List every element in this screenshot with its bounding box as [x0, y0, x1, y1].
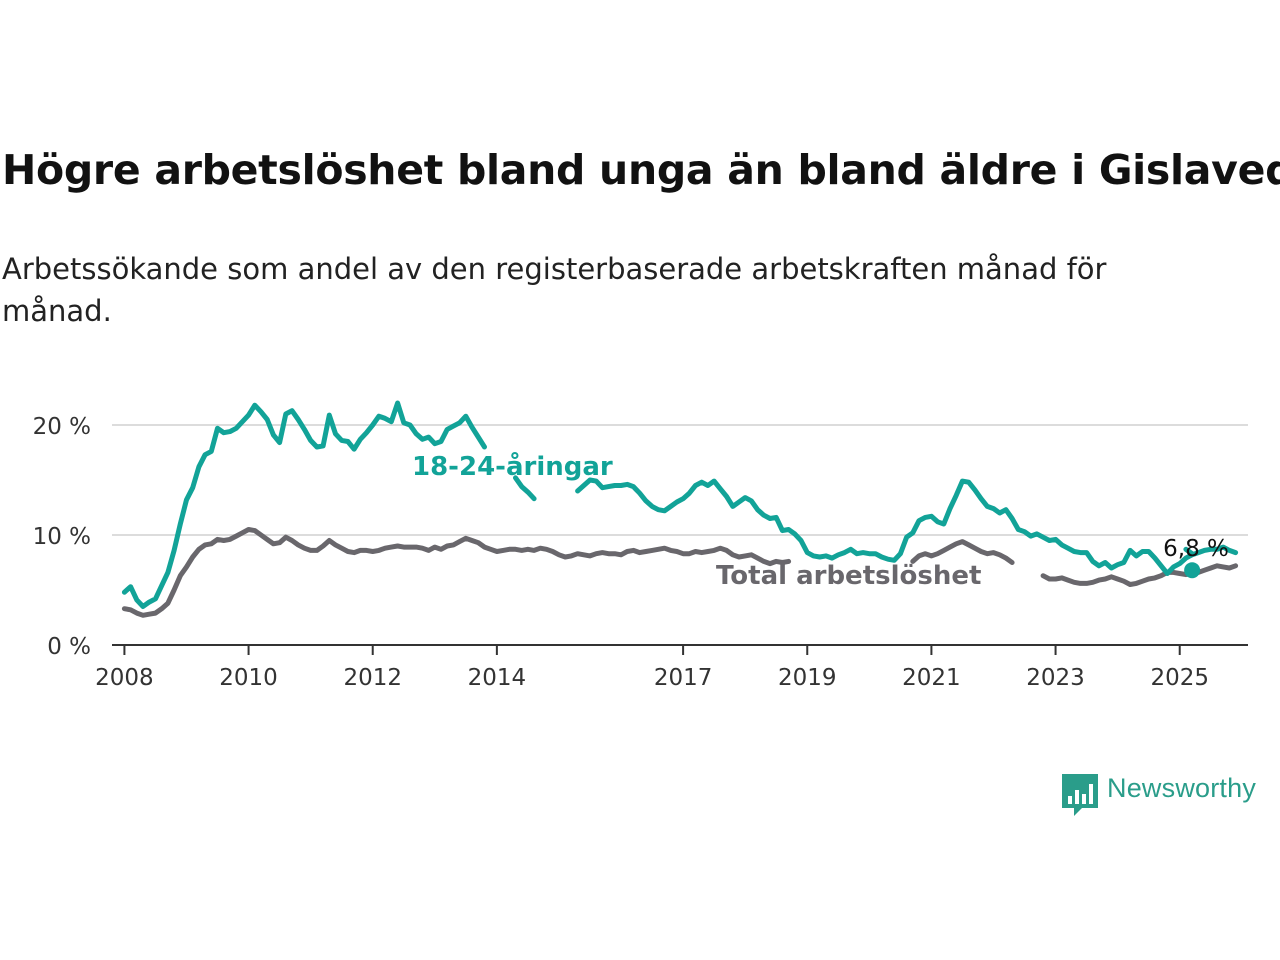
end-value-label: 6,8 % [1163, 536, 1229, 562]
x-tick-label: 2021 [902, 665, 961, 691]
x-tick-label: 2012 [343, 665, 402, 691]
y-tick-label: 20 % [33, 414, 91, 440]
series-lines [121, 400, 1239, 618]
y-axis-tick-labels: 0 % 10 % 20 % [33, 414, 91, 660]
series-label-youth: 18-24-åringar [412, 450, 613, 482]
series-labels: 18-24-åringar Total arbetslöshet 6,8 % [412, 450, 1229, 591]
x-tick-label: 2008 [95, 665, 154, 691]
y-tick-label: 10 % [33, 524, 91, 550]
x-tick-label: 2025 [1150, 665, 1209, 691]
series-line-youth [121, 400, 1239, 609]
chart-title: Högre arbetslöshet bland unga än bland ä… [2, 146, 1280, 194]
end-point-marker [1184, 562, 1201, 579]
x-axis-ticks: 2008 2010 2012 2014 2017 2019 2021 2023 2025 [95, 645, 1209, 691]
x-tick-label: 2014 [468, 665, 527, 691]
x-tick-label: 2023 [1026, 665, 1085, 691]
x-tick-label: 2017 [654, 665, 713, 691]
y-tick-label: 0 % [47, 634, 91, 660]
series-line-total [121, 527, 1239, 618]
newsworthy-logo-icon [1062, 774, 1098, 816]
gridlines [112, 424, 1248, 536]
x-tick-label: 2010 [219, 665, 278, 691]
x-tick-label: 2019 [778, 665, 837, 691]
chart-subtitle: Arbetssökande som andel av den registerb… [2, 252, 1107, 328]
series-label-total: Total arbetslöshet [716, 561, 981, 591]
brand-name: Newsworthy [1107, 773, 1257, 803]
